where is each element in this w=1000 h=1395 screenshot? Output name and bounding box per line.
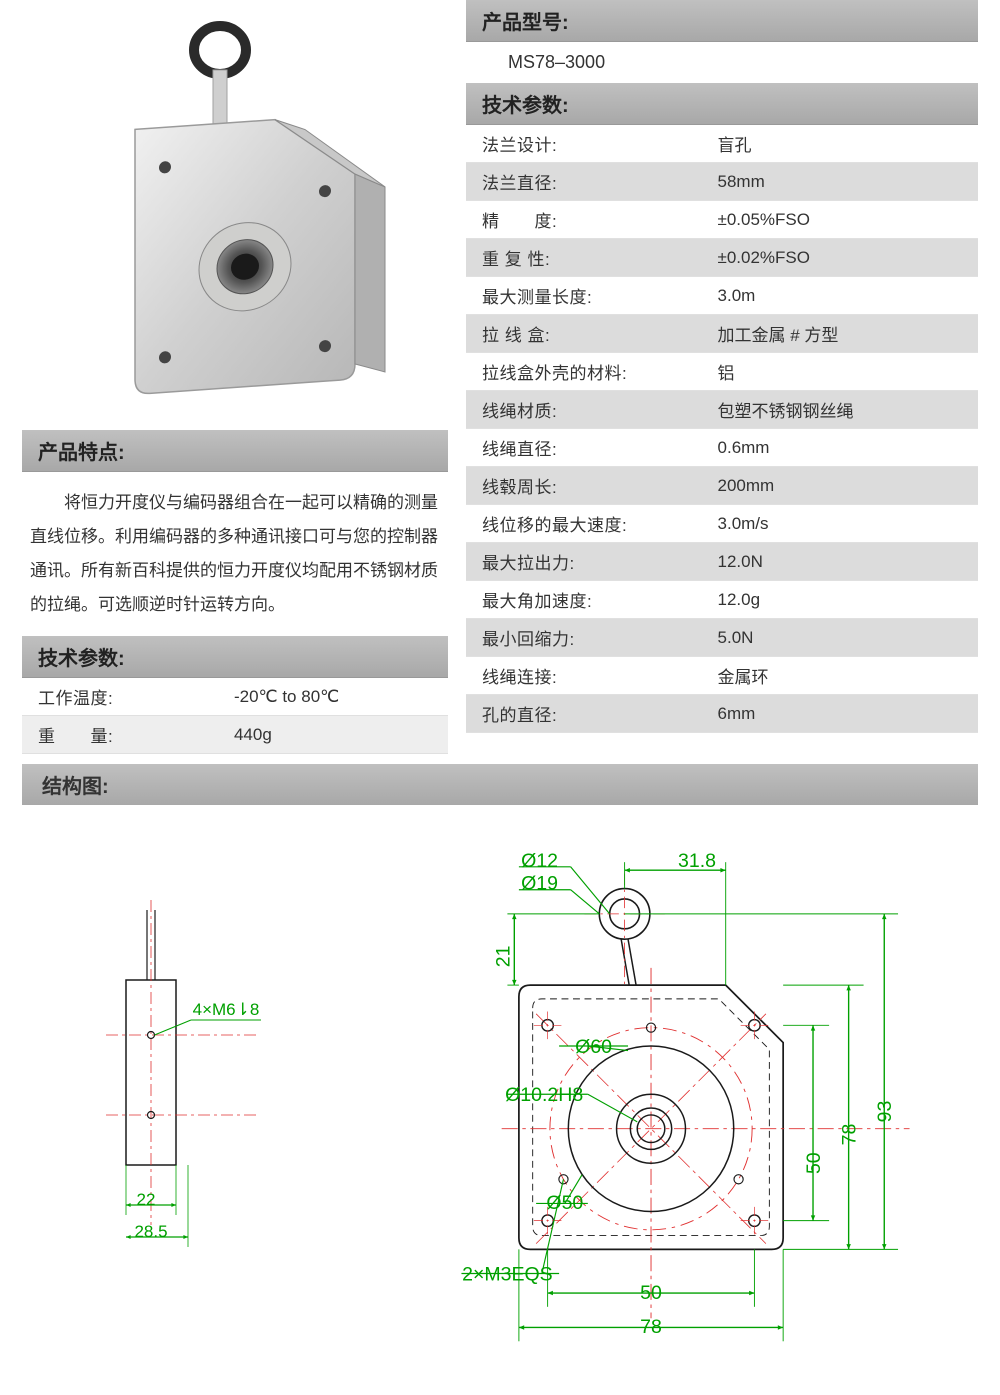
spec-label: 重 复 性: bbox=[466, 239, 702, 277]
spec-label: 法兰设计: bbox=[466, 125, 702, 163]
product-photo bbox=[22, 0, 448, 430]
svg-text:31.8: 31.8 bbox=[678, 850, 716, 872]
right-specs-header: 技术参数: bbox=[466, 83, 978, 125]
spec-value: 12.0N bbox=[702, 543, 978, 581]
spec-label: 线绳直径: bbox=[466, 429, 702, 467]
spec-value: 6mm bbox=[702, 695, 978, 733]
spec-label: 拉线盒外壳的材料: bbox=[466, 353, 702, 391]
spec-label: 最大拉出力: bbox=[466, 543, 702, 581]
model-number: MS78–3000 bbox=[466, 42, 978, 83]
right-specs-table: 法兰设计:盲孔法兰直径:58mm精 度:±0.05%FSO重 复 性:±0.02… bbox=[466, 125, 978, 733]
svg-text:22: 22 bbox=[137, 1190, 156, 1209]
spec-label: 孔的直径: bbox=[466, 695, 702, 733]
spec-value: 3.0m/s bbox=[702, 505, 978, 543]
spec-value: 12.0g bbox=[702, 581, 978, 619]
spec-value: 盲孔 bbox=[702, 125, 978, 163]
spec-value: ±0.02%FSO bbox=[702, 239, 978, 277]
svg-text:4×M6⇂8: 4×M6⇂8 bbox=[193, 1000, 260, 1019]
side-view-diagram: 4×M6⇂8 22 28.5 bbox=[56, 825, 336, 1375]
structure-header: 结构图: bbox=[22, 764, 978, 805]
features-text: 将恒力开度仪与编码器组合在一起可以精确的测量直线位移。利用编码器的多种通讯接口可… bbox=[22, 472, 448, 636]
spec-label: 最大角加速度: bbox=[466, 581, 702, 619]
svg-text:Ø10.2H8: Ø10.2H8 bbox=[505, 1084, 583, 1106]
svg-text:50: 50 bbox=[803, 1152, 825, 1174]
svg-text:78: 78 bbox=[839, 1124, 861, 1146]
spec-label: 工作温度: bbox=[22, 678, 218, 716]
spec-label: 线绳连接: bbox=[466, 657, 702, 695]
spec-label: 精 度: bbox=[466, 201, 702, 239]
spec-value: ±0.05%FSO bbox=[702, 201, 978, 239]
svg-text:Ø50: Ø50 bbox=[546, 1192, 583, 1214]
spec-value: 0.6mm bbox=[702, 429, 978, 467]
spec-label: 法兰直径: bbox=[466, 163, 702, 201]
spec-label: 最大测量长度: bbox=[466, 277, 702, 315]
spec-label: 最小回缩力: bbox=[466, 619, 702, 657]
spec-value: 3.0m bbox=[702, 277, 978, 315]
spec-label: 线毂周长: bbox=[466, 467, 702, 505]
left-specs-header: 技术参数: bbox=[22, 636, 448, 678]
svg-text:50: 50 bbox=[640, 1282, 662, 1304]
model-header: 产品型号: bbox=[466, 0, 978, 42]
svg-text:2×M3EQS: 2×M3EQS bbox=[462, 1263, 553, 1285]
spec-value: 铝 bbox=[702, 353, 978, 391]
svg-text:21: 21 bbox=[493, 946, 515, 968]
spec-value: 440g bbox=[218, 716, 448, 754]
spec-label: 重 量: bbox=[22, 716, 218, 754]
left-specs-table: 工作温度:-20℃ to 80℃重 量:440g bbox=[22, 678, 448, 754]
svg-text:Ø19: Ø19 bbox=[521, 873, 558, 895]
spec-value: 包塑不锈钢钢丝绳 bbox=[702, 391, 978, 429]
spec-value: 58mm bbox=[702, 163, 978, 201]
spec-value: 5.0N bbox=[702, 619, 978, 657]
svg-text:93: 93 bbox=[874, 1101, 896, 1123]
svg-text:Ø12: Ø12 bbox=[521, 850, 558, 872]
spec-label: 线位移的最大速度: bbox=[466, 505, 702, 543]
svg-text:28.5: 28.5 bbox=[134, 1222, 167, 1241]
spec-value: -20℃ to 80℃ bbox=[218, 678, 448, 716]
spec-value: 加工金属 # 方型 bbox=[702, 315, 978, 353]
spec-label: 线绳材质: bbox=[466, 391, 702, 429]
features-header: 产品特点: bbox=[22, 430, 448, 472]
spec-value: 200mm bbox=[702, 467, 978, 505]
svg-text:Ø60: Ø60 bbox=[575, 1036, 612, 1058]
front-view-diagram: Ø12Ø1931.821Ø60Ø10.2H8Ø502×M3EQS50785078… bbox=[404, 825, 944, 1375]
spec-label: 拉 线 盒: bbox=[466, 315, 702, 353]
spec-value: 金属环 bbox=[702, 657, 978, 695]
